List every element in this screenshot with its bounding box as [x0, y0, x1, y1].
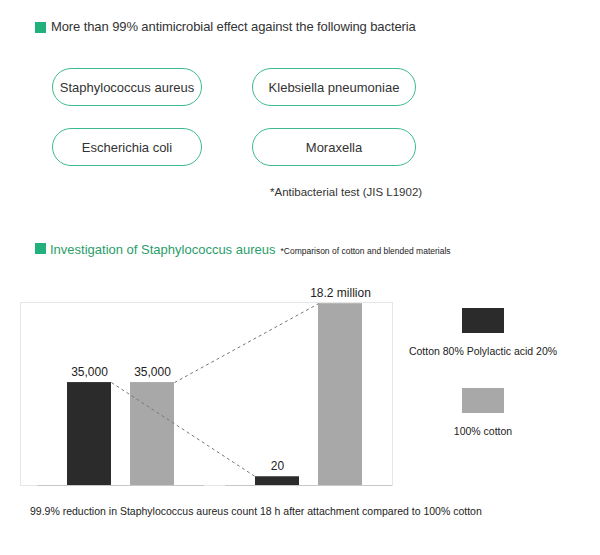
- svg-text:35,000: 35,000: [71, 365, 108, 379]
- html-text:100% cotton: 100% cotton: [453, 425, 513, 437]
- svg-text:18.2 million: 18.2 million: [310, 286, 371, 300]
- svg-text:20: 20: [271, 459, 285, 473]
- html-text:*Antibacterial test (JIS L1902: *Antibacterial test (JIS L1902): [270, 186, 423, 198]
- svg-text:35,000: 35,000: [134, 365, 171, 379]
- html-text:Investigation of Staphylococcu: Investigation of Staphylococcus aureus *…: [50, 242, 451, 257]
- html-text:Klebsiella pneumoniae: Klebsiella pneumoniae: [268, 79, 400, 95]
- html-text:99.9% reduction in Staphylococ: 99.9% reduction in Staphylococcus aureus…: [30, 505, 482, 517]
- html-text:More than 99% antimicrobial ef: More than 99% antimicrobial effect again…: [51, 19, 416, 34]
- html-text:Moraxella: Moraxella: [305, 139, 363, 155]
- html-text:Cotton 80% Polylactic acid 20%: Cotton 80% Polylactic acid 20%: [408, 345, 558, 357]
- html-text:Staphylococcus aureus: Staphylococcus aureus: [59, 79, 195, 95]
- html-text:Escherichia coli: Escherichia coli: [81, 139, 173, 155]
